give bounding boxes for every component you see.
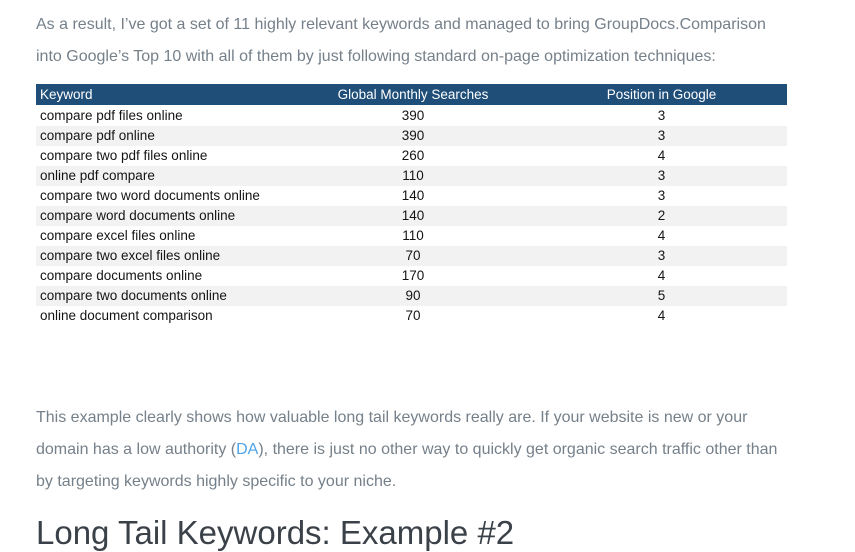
position-cell: 3: [657, 128, 666, 143]
keyword-cell: online document comparison: [40, 308, 213, 323]
searches-cell: 260: [401, 148, 425, 163]
keyword-cell: compare pdf files online: [40, 108, 183, 123]
table-row: compare pdf online 390 3: [36, 126, 787, 146]
keyword-cell: compare word documents online: [40, 208, 236, 223]
table-body: compare pdf files online 390 3 compare p…: [36, 105, 787, 326]
table-row: compare two excel files online 70 3: [36, 246, 787, 266]
keyword-cell: compare two word documents online: [40, 188, 260, 203]
searches-cell: 110: [402, 168, 424, 183]
table-row: compare word documents online 140 2: [36, 206, 787, 226]
keyword-cell: compare excel files online: [40, 228, 196, 243]
keyword-cell: compare pdf online: [40, 128, 155, 143]
position-cell: 5: [657, 288, 666, 303]
position-cell: 4: [657, 268, 666, 283]
analysis-text-before: This example clearly shows how valuable …: [36, 409, 748, 458]
table-row: compare documents online 170 4: [36, 266, 787, 286]
table-row: online pdf compare 110 3: [36, 166, 787, 186]
searches-cell: 140: [401, 208, 425, 223]
position-cell: 4: [657, 148, 666, 163]
section-heading: Long Tail Keywords: Example #2: [36, 514, 515, 551]
searches-cell: 90: [405, 288, 421, 303]
table-row: compare excel files online 110 4: [36, 226, 787, 246]
position-cell: 3: [657, 108, 666, 123]
searches-cell: 110: [402, 228, 424, 243]
table-row: online document comparison 70 4: [36, 306, 787, 326]
keyword-cell: compare documents online: [40, 268, 203, 283]
position-cell: 3: [657, 188, 666, 203]
position-cell: 4: [657, 308, 666, 323]
intro-paragraph: As a result, I’ve got a set of 11 highly…: [36, 16, 766, 65]
searches-cell: 170: [401, 268, 425, 283]
table-row: compare two documents online 90 5: [36, 286, 787, 306]
position-cell: 2: [657, 208, 666, 223]
table-header-row: Keyword Global Monthly Searches Position…: [36, 84, 787, 106]
column-header-global-monthly-searches: Global Monthly Searches: [290, 84, 536, 106]
table-row: compare two word documents online 140 3: [36, 186, 787, 206]
keyword-cell: compare two pdf files online: [40, 148, 208, 163]
keywords-table: Keyword Global Monthly Searches Position…: [36, 84, 787, 326]
analysis-paragraph: This example clearly shows how valuable …: [36, 370, 841, 498]
position-cell: 3: [657, 168, 666, 183]
column-header-keyword: Keyword: [36, 84, 290, 106]
keyword-cell: online pdf compare: [40, 168, 155, 183]
keyword-cell: compare two excel files online: [40, 248, 221, 263]
searches-cell: 390: [401, 108, 425, 123]
analysis-text-after: ), there is just no other way to quickly…: [36, 441, 778, 490]
position-cell: 3: [657, 248, 666, 263]
column-header-position-in-google: Position in Google: [536, 84, 787, 106]
table-row: compare two pdf files online 260 4: [36, 146, 787, 166]
position-cell: 4: [657, 228, 666, 243]
table-row: compare pdf files online 390 3: [36, 105, 787, 126]
da-link[interactable]: DA: [236, 441, 259, 458]
keyword-cell: compare two documents online: [40, 288, 227, 303]
searches-cell: 70: [405, 308, 421, 323]
searches-cell: 70: [405, 248, 421, 263]
searches-cell: 390: [401, 128, 425, 143]
searches-cell: 140: [401, 188, 425, 203]
